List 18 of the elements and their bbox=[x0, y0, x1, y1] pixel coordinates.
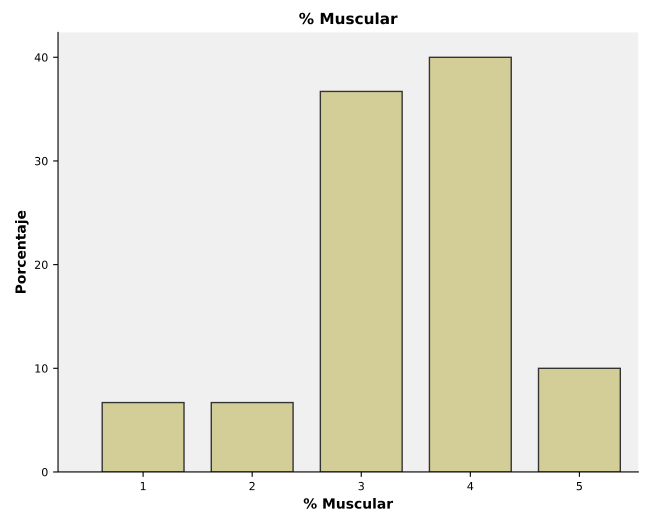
x-tick-label: 2 bbox=[249, 482, 255, 490]
x-tick-label: 5 bbox=[576, 482, 582, 490]
y-tick-label: 20 bbox=[34, 260, 48, 270]
bar bbox=[538, 368, 622, 472]
x-tick-label: 3 bbox=[358, 482, 364, 490]
bar bbox=[102, 402, 185, 472]
y-axis-title: Porcentaje bbox=[15, 210, 29, 294]
y-tick-label: 10 bbox=[35, 364, 48, 373]
bar bbox=[320, 90, 403, 472]
y-tick-label: 0 bbox=[42, 468, 48, 476]
bar bbox=[428, 56, 512, 472]
y-tick-label: 40 bbox=[34, 53, 48, 62]
x-tick-label: 1 bbox=[140, 482, 146, 490]
x-axis-title: % Muscular bbox=[304, 498, 394, 509]
y-tick-label: 30 bbox=[35, 156, 48, 166]
x-tick-label: 4 bbox=[467, 482, 474, 490]
chart-title: % Muscular bbox=[299, 12, 398, 24]
bar bbox=[210, 402, 294, 472]
